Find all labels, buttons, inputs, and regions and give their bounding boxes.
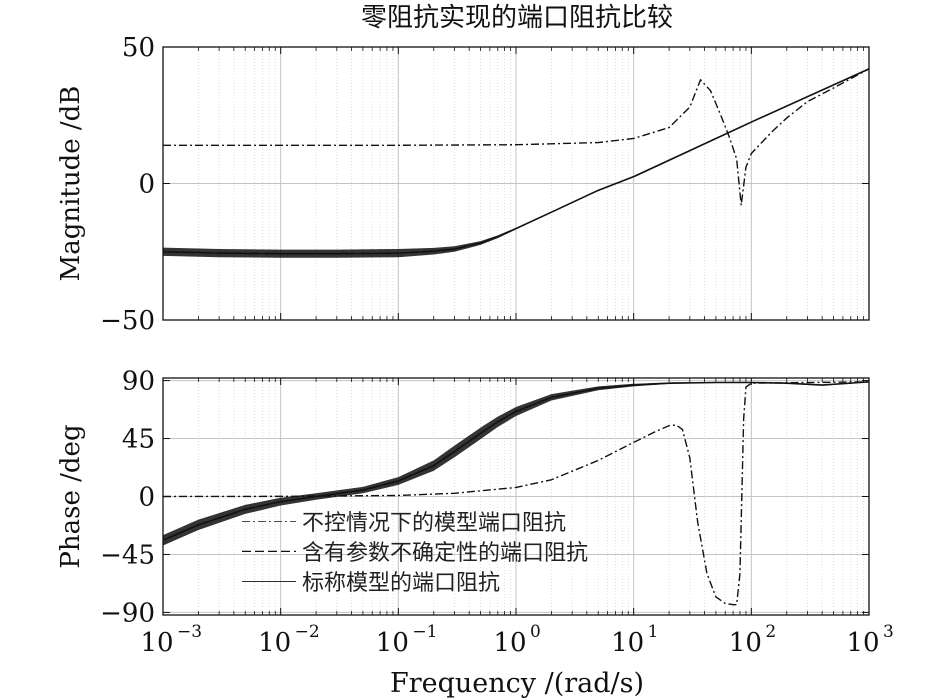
chart-title: 零阻抗实现的端口阻抗比较	[361, 3, 673, 33]
y-tick-label: 0	[138, 170, 155, 200]
legend-item-uncontrolled: 不控情况下的模型端口阻抗	[242, 506, 682, 536]
x-tick-label: 10	[376, 628, 409, 658]
y-tick-label: 0	[138, 483, 155, 513]
x-tick-label: 10	[258, 628, 291, 658]
uncertainty-band	[163, 381, 869, 546]
x-tick-exponent: −2	[295, 622, 320, 642]
series-group	[163, 68, 869, 258]
x-tick-label: 10	[846, 628, 879, 658]
x-axis-label: Frequency /(rad/s)	[390, 668, 644, 699]
legend-label: 不控情况下的模型端口阻抗	[302, 511, 567, 536]
axes-frame	[162, 46, 870, 321]
legend-label: 含有参数不确定性的端口阻抗	[302, 541, 589, 566]
legend-label: 标称模型的端口阻抗	[302, 571, 501, 596]
legend-item-nominal: 标称模型的端口阻抗	[242, 566, 682, 596]
y-tick-label: −45	[100, 540, 155, 570]
x-tick-exponent: 0	[530, 622, 541, 642]
legend: 不控情况下的模型端口阻抗 含有参数不确定性的端口阻抗 标称模型的端口阻抗	[242, 506, 682, 596]
y-tick-label: −90	[100, 598, 155, 628]
phase-subplot: −90 −45 0 45 90 Phase /deg	[56, 367, 870, 628]
y-axis-label: Magnitude /dB	[56, 86, 86, 282]
y-tick-label: 90	[122, 367, 155, 397]
series-line-dash-dot	[163, 68, 869, 207]
axes-frame	[162, 377, 870, 616]
series-line-solid	[163, 381, 869, 542]
legend-swatch-solid	[242, 581, 296, 582]
legend-swatch-dashdot	[242, 521, 296, 522]
y-axis-label: Phase /deg	[56, 424, 86, 568]
magnitude-subplot: −50 0 50 Magnitude /dB	[56, 33, 870, 336]
y-tick-label: 50	[122, 33, 155, 63]
y-tick-label: −50	[100, 306, 155, 336]
y-tick-label: 45	[122, 425, 155, 455]
x-tick-exponent: 3	[883, 622, 894, 642]
x-tick-exponent: 2	[765, 622, 776, 642]
x-tick-exponent: −3	[177, 622, 202, 642]
series-line-dash-dot	[163, 381, 869, 606]
legend-item-uncertain: 含有参数不确定性的端口阻抗	[242, 536, 682, 566]
x-tick-exponent: −1	[412, 622, 437, 642]
x-tick-label: 10	[729, 628, 762, 658]
x-tick-label: 10	[611, 628, 644, 658]
series-group	[163, 381, 869, 606]
series-line-solid	[163, 68, 869, 255]
x-tick-label: 10	[140, 628, 173, 658]
legend-swatch-dashed	[242, 550, 296, 552]
x-tick-label: 10	[493, 628, 526, 658]
x-tick-exponent: 1	[648, 622, 659, 642]
